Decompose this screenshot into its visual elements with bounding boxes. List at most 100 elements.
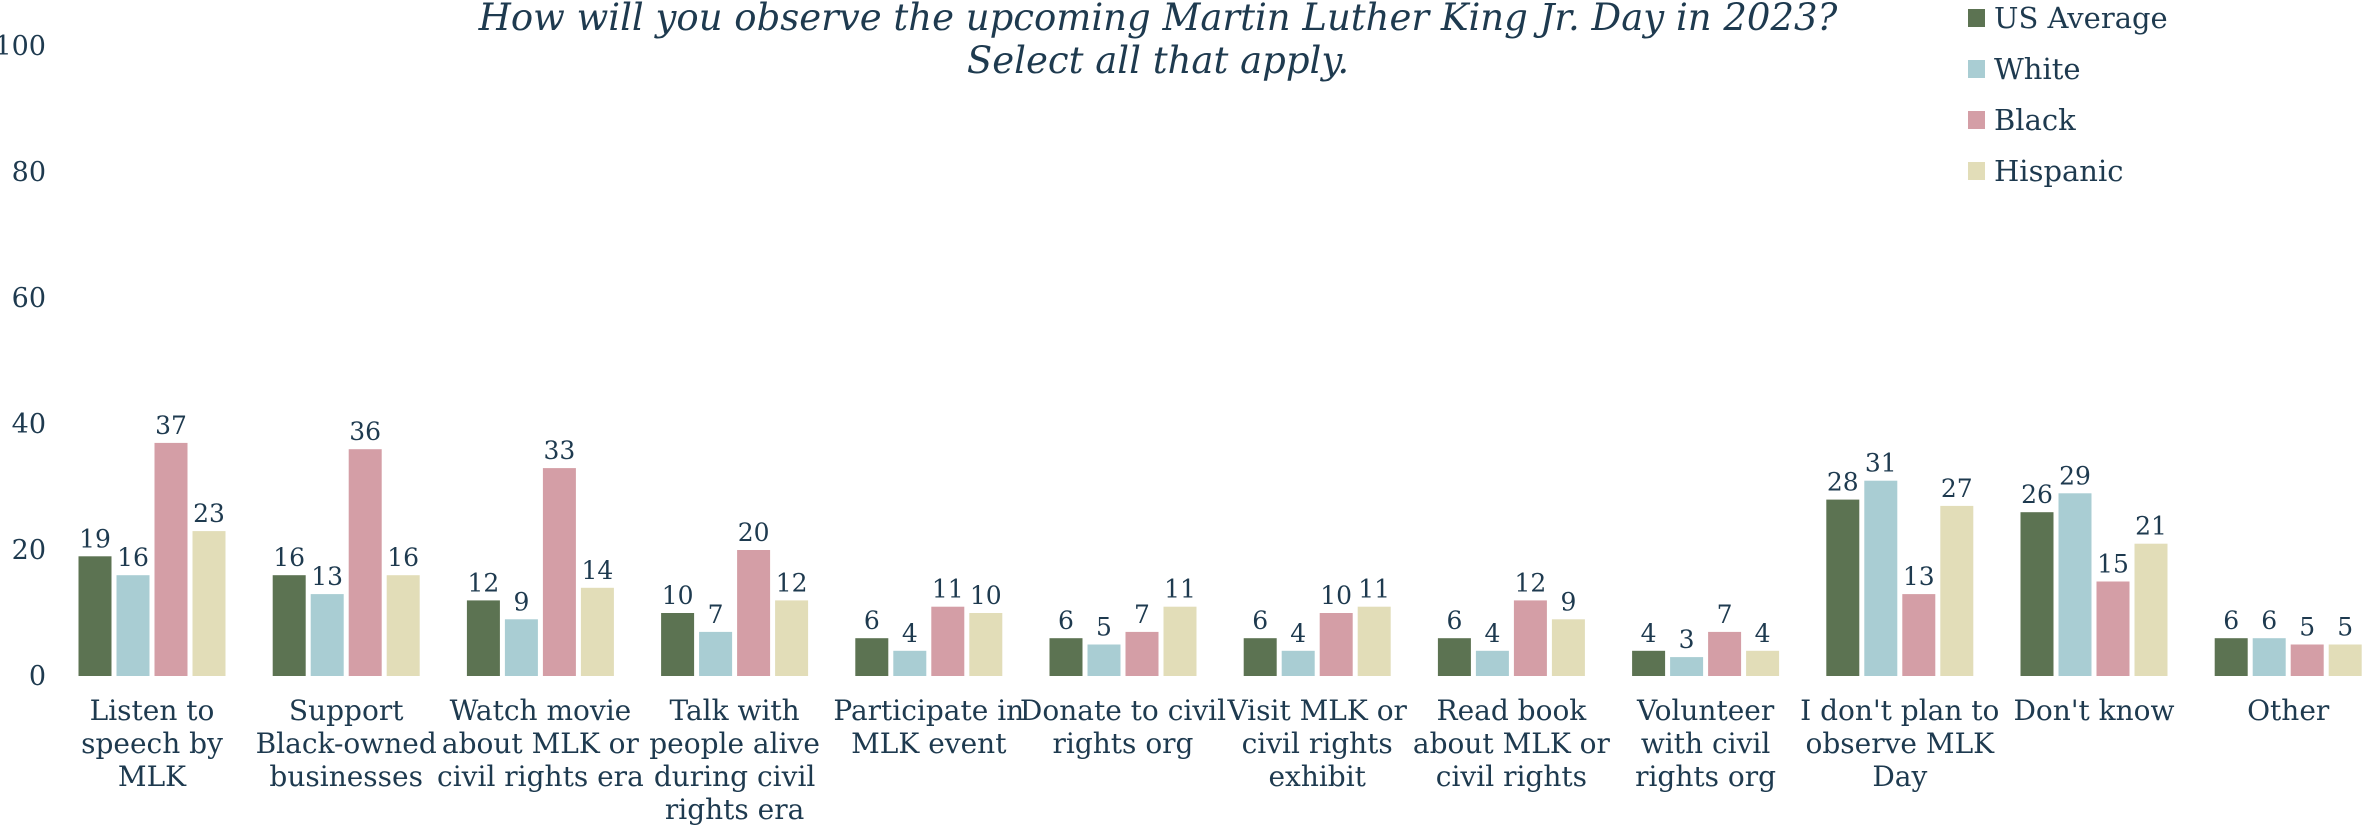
data-label: 9 [1560,587,1576,616]
data-label: 20 [738,518,770,547]
data-label: 12 [1514,568,1546,597]
x-tick-label: MLK event [851,727,1007,760]
legend-label: US Average [1994,1,2168,35]
data-label: 6 [1252,606,1268,635]
x-tick-label: Support [289,694,404,727]
data-label: 6 [1058,606,1074,635]
bar [1475,650,1509,676]
y-tick-label: 60 [12,283,46,314]
y-axis: 0 20 40 60 80 100 [0,31,46,692]
y-tick-label: 100 [0,31,46,62]
data-label: 26 [2021,480,2053,509]
x-tick-label: rights era [665,793,804,826]
bar [2020,512,2054,676]
bar [2058,493,2092,676]
chart-title: How will you observe the upcoming Martin… [478,0,1839,82]
bar [78,556,112,676]
x-tick-label: Volunteer [1636,694,1775,727]
bar [1551,619,1585,676]
bar [699,631,733,676]
data-label: 12 [467,568,499,597]
bar [1125,631,1159,676]
x-tick-label: with civil [1641,727,1771,760]
data-label: 11 [1358,575,1390,604]
data-label: 3 [1679,625,1695,654]
data-label: 9 [513,587,529,616]
bar [1708,631,1742,676]
data-label: 37 [155,411,187,440]
bar [272,575,306,676]
x-tick-label: observe MLK [1806,727,1996,760]
bar [893,650,927,676]
y-tick-label: 20 [12,535,46,566]
data-label: 15 [2097,550,2129,579]
x-tick-label: MLK [118,760,187,793]
y-tick-label: 0 [29,661,46,692]
x-tick-label: Day [1872,760,1927,793]
bar [1163,606,1197,676]
data-label: 31 [1865,449,1897,478]
bar [1670,657,1704,676]
data-label: 5 [1096,613,1112,642]
data-label: 13 [1903,562,1935,591]
data-label: 11 [932,575,964,604]
data-label: 33 [543,436,575,465]
bar [1243,638,1277,676]
x-tick-label: speech by [81,727,223,760]
data-label: 7 [708,600,724,629]
bar [1437,638,1471,676]
data-label: 27 [1941,474,1973,503]
data-label: 5 [2337,613,2353,642]
bar [1513,600,1547,676]
bar [192,531,226,676]
x-tick-label: civil rights era [437,760,644,793]
bar [2328,644,2362,676]
y-tick-label: 80 [12,157,46,188]
x-tick-label: during civil [654,760,816,793]
data-label: 5 [2299,613,2315,642]
legend-swatch [1968,162,1985,180]
data-label: 14 [581,556,613,585]
bar [1746,650,1780,676]
data-label: 23 [193,499,225,528]
data-label: 10 [970,581,1002,610]
x-tick-label: Watch movie [450,694,632,727]
bar [386,575,420,676]
bar [1281,650,1315,676]
bar [775,600,809,676]
bar [504,619,538,676]
bar [116,575,150,676]
bar [2134,543,2168,676]
data-label: 4 [1755,619,1771,648]
data-label: 4 [1290,619,1306,648]
bar [969,613,1003,676]
x-tick-label: civil rights [1436,760,1587,793]
chart-title-line: How will you observe the upcoming Martin… [478,0,1839,39]
legend-label: Black [1994,103,2076,137]
legend-swatch [1968,60,1985,78]
bar [310,594,344,676]
data-label: 4 [1484,619,1500,648]
legend-swatch [1968,111,1985,129]
data-label: 19 [79,524,111,553]
x-tick-label: Donate to civil [1020,694,1226,727]
x-tick-label: Read book [1437,694,1588,727]
bar [1826,499,1860,676]
x-tick-label: Black-owned [256,727,437,760]
x-tick-label: Listen to [90,694,215,727]
bar [580,587,614,676]
data-label: 21 [2135,512,2167,541]
data-label: 6 [2261,606,2277,635]
bars [78,442,2362,676]
legend: US Average White Black Hispanic [1968,1,2168,188]
bar [737,550,771,676]
data-label: 16 [117,543,149,572]
bar [1087,644,1121,676]
bar [1357,606,1391,676]
data-label: 36 [349,417,381,446]
bar [466,600,500,676]
